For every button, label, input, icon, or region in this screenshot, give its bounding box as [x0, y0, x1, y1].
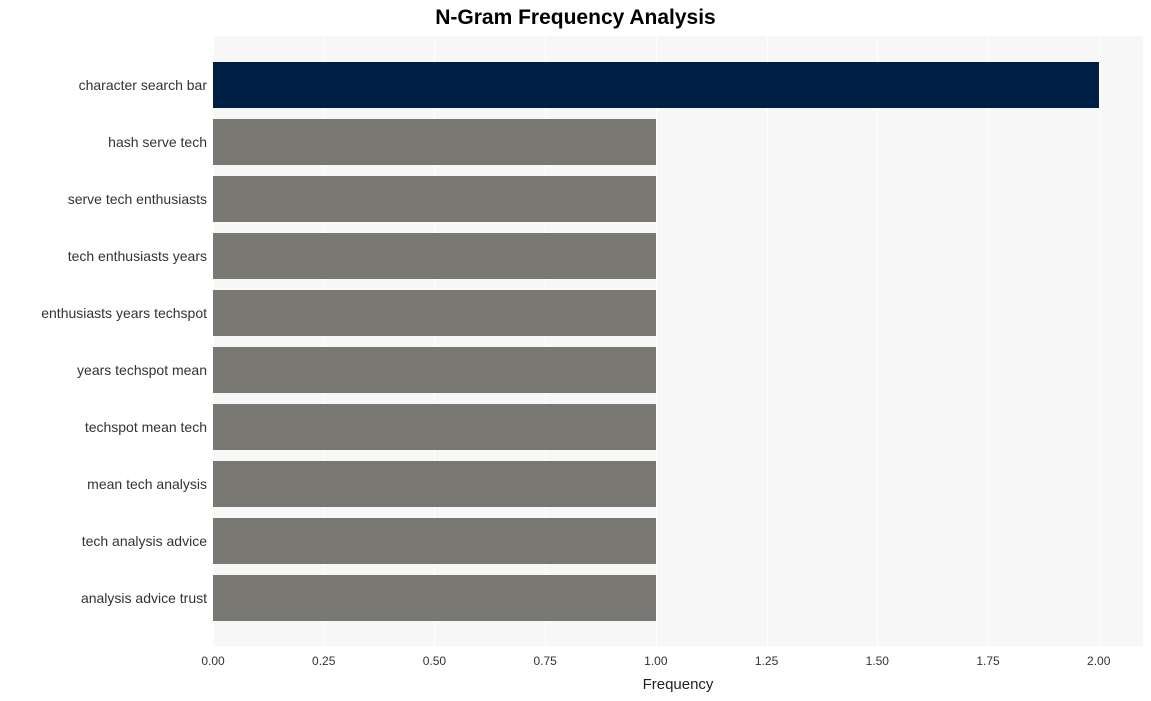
y-tick-label: character search bar: [79, 77, 207, 93]
y-tick-label: mean tech analysis: [87, 476, 207, 492]
x-axis-label: Frequency: [643, 676, 714, 693]
y-tick-label: tech enthusiasts years: [68, 248, 207, 264]
bar: [213, 404, 656, 450]
gridline: [767, 36, 768, 646]
bar: [213, 575, 656, 621]
bar: [213, 518, 656, 564]
x-tick-label: 0.00: [201, 654, 224, 668]
x-tick-label: 1.75: [976, 654, 999, 668]
bar: [213, 347, 656, 393]
bar: [213, 119, 656, 165]
y-tick-label: tech analysis advice: [82, 533, 207, 549]
plot-area: Frequency 0.000.250.500.751.001.251.501.…: [213, 36, 1143, 646]
chart-title: N-Gram Frequency Analysis: [0, 6, 1151, 30]
ngram-frequency-chart: N-Gram Frequency Analysis Frequency 0.00…: [0, 0, 1151, 701]
y-tick-label: analysis advice trust: [81, 590, 207, 606]
x-tick-label: 1.25: [755, 654, 778, 668]
gridline: [988, 36, 989, 646]
y-tick-label: serve tech enthusiasts: [68, 191, 207, 207]
bar: [213, 290, 656, 336]
y-tick-label: techspot mean tech: [85, 419, 207, 435]
y-tick-label: years techspot mean: [77, 362, 207, 378]
x-tick-label: 1.00: [644, 654, 667, 668]
x-tick-label: 2.00: [1087, 654, 1110, 668]
x-tick-label: 0.25: [312, 654, 335, 668]
bar: [213, 176, 656, 222]
x-tick-label: 0.75: [533, 654, 556, 668]
bar: [213, 233, 656, 279]
x-tick-label: 0.50: [423, 654, 446, 668]
bar: [213, 461, 656, 507]
y-tick-label: enthusiasts years techspot: [41, 305, 207, 321]
y-tick-label: hash serve tech: [108, 134, 207, 150]
bar: [213, 62, 1099, 108]
gridline: [877, 36, 878, 646]
x-tick-label: 1.50: [866, 654, 889, 668]
gridline: [1099, 36, 1100, 646]
gridline: [656, 36, 657, 646]
